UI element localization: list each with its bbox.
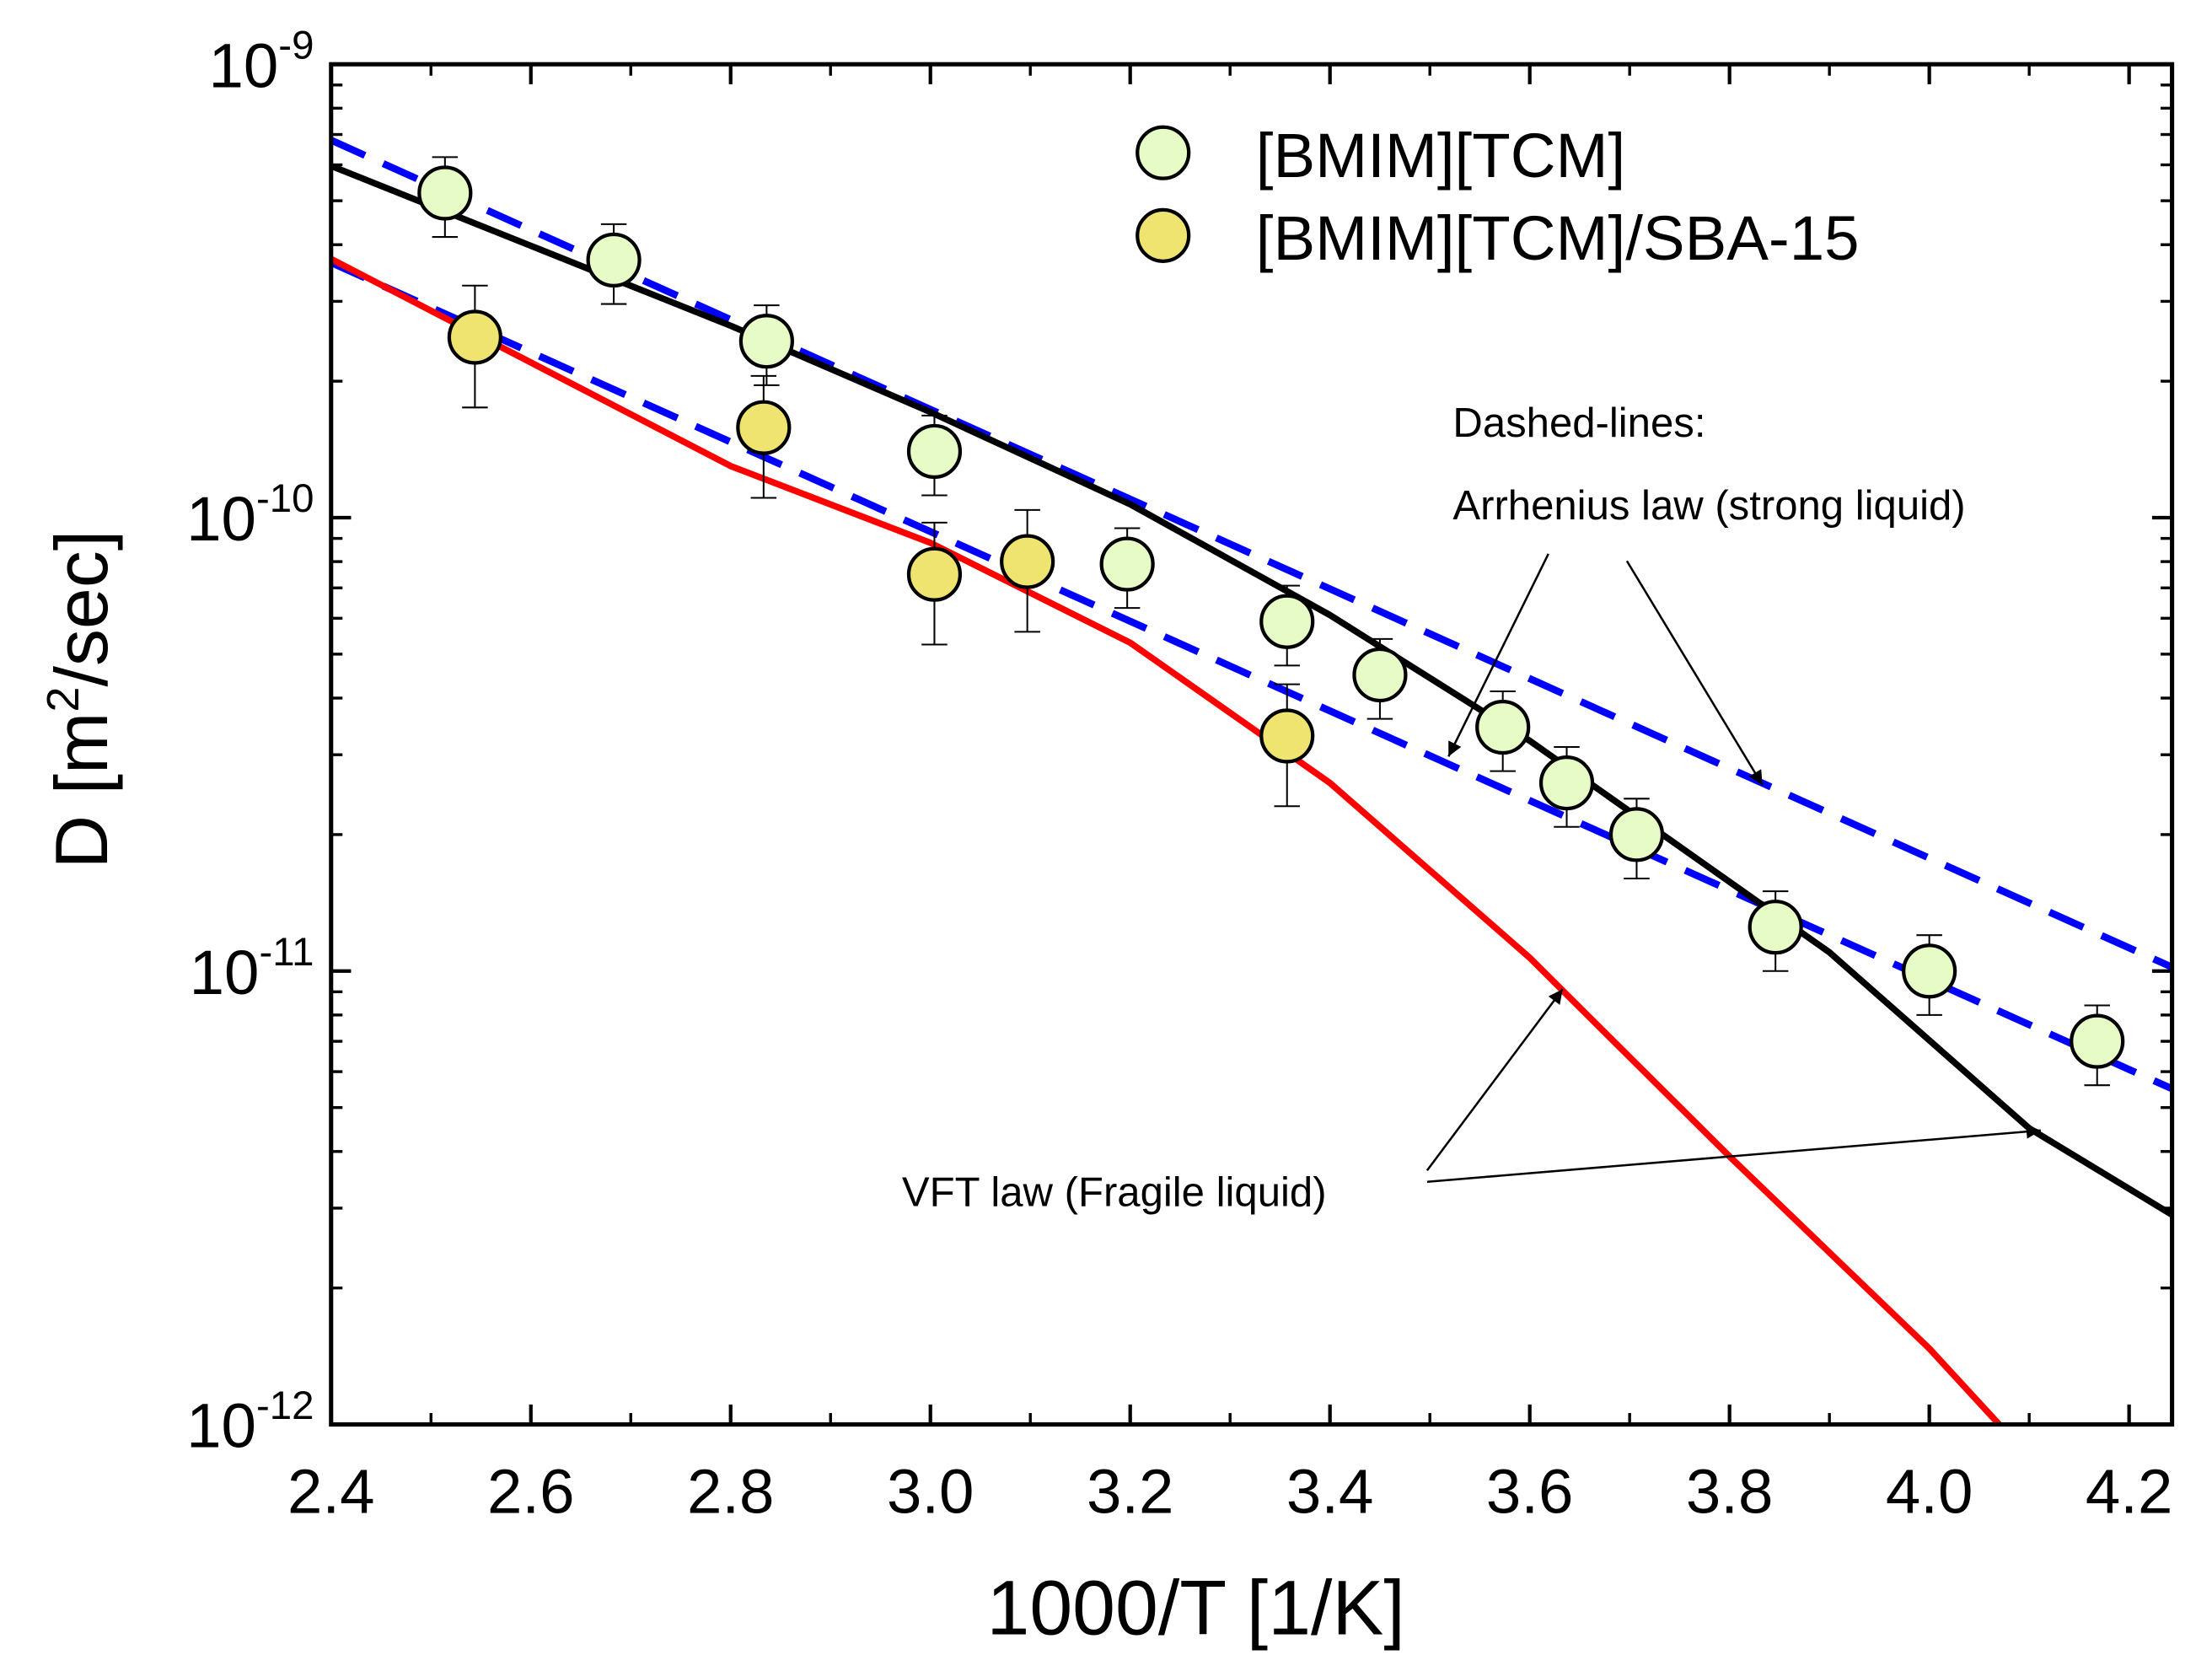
x-tick-label: 3.2 [1087,1457,1174,1527]
legend-marker-bmim-tcm [1136,125,1191,180]
x-tick-label: 2.6 [487,1457,575,1527]
arrhenius-fit-line [330,259,2172,1093]
data-point-sba15 [447,284,502,409]
plot-frame [329,62,2175,1427]
data-point-bulk [417,156,473,239]
x-tick-label: 2.4 [287,1457,375,1527]
data-point-bulk [1099,527,1155,610]
x-tick-label: 4.0 [1886,1457,1973,1527]
data-point-bulk [1902,934,1957,1016]
y-axis-label: D [m2/sec] [38,530,123,869]
data-point-bulk [1538,746,1595,828]
tick-labels: 2.4 2.6 2.8 3.0 3.2 3.4 3.6 3.8 4.0 4.210-910-101… [186,23,2172,1526]
data-point-sba15 [736,374,792,499]
arrow-arrhenius-lower [1447,553,1549,757]
data-point-bulk [586,223,642,305]
legend: [BMIM][TCM] [BMIM][TCM]/SBA-15 [1136,121,1860,273]
data-point-bulk [906,414,963,497]
arrow-arrhenius-upper [1625,560,1764,786]
y-tick-base: 10 [190,938,260,1008]
annotation-dashed-lines: Dashed-lines: [1452,400,1705,446]
fit-lines [330,137,2172,1425]
x-axis-label: 1000/T [1/K] [986,1565,1404,1651]
y-tick-exp: -12 [256,1384,314,1428]
data-point-sba15 [906,521,963,646]
annotation-vft: VFT law (Fragile liquid) [902,1170,1327,1216]
y-tick-label: 10-10 [186,476,314,554]
annotation-arrhenius: Arrhenius law (strong liquid) [1452,483,1965,529]
legend-label-bmim-tcm: [BMIM][TCM] [1256,121,1625,191]
x-tick-label: 4.2 [2086,1457,2173,1527]
y-tick-base: 10 [186,484,256,554]
data-point-bulk [1475,690,1531,772]
annotations: Dashed-lines: Arrhenius law (strong liqu… [902,400,2041,1216]
x-tick-label: 3.6 [1486,1457,1574,1527]
data-point-bulk [1352,637,1408,720]
y-tick-label: 10-12 [186,1384,314,1461]
data-point-bulk [1608,798,1665,880]
y-tick-exp: -10 [256,476,314,521]
y-tick-exp: -11 [259,930,314,975]
data-point-bulk [2070,1004,2125,1087]
y-tick-base: 10 [208,30,278,100]
y-tick-base: 10 [186,1391,256,1461]
y-tick-label: 10-9 [208,23,314,100]
data-point-bulk [1259,584,1315,667]
x-tick-label: 3.8 [1686,1457,1774,1527]
y-tick-exp: -9 [278,23,314,67]
data-point-bulk [738,304,794,386]
data-point-bulk [1748,890,1803,972]
legend-marker-bmim-tcm-sba15 [1136,207,1191,263]
x-tick-label: 3.0 [887,1457,974,1527]
data-points [417,156,2125,1087]
arrhenius-fit-line [330,137,2172,971]
y-tick-label: 10-11 [190,930,314,1008]
arrow-vft-black [1426,1124,2041,1184]
x-tick-label: 2.8 [687,1457,775,1527]
legend-label-bmim-tcm-sba15: [BMIM][TCM]/SBA-15 [1256,203,1860,273]
vft-fit-line [330,255,2002,1425]
data-point-sba15 [1000,508,1055,633]
vft-fit-line [330,163,2172,1218]
arrow-vft-red [1425,988,1564,1171]
data-point-sba15 [1259,683,1315,808]
x-tick-label: 3.4 [1286,1457,1374,1527]
